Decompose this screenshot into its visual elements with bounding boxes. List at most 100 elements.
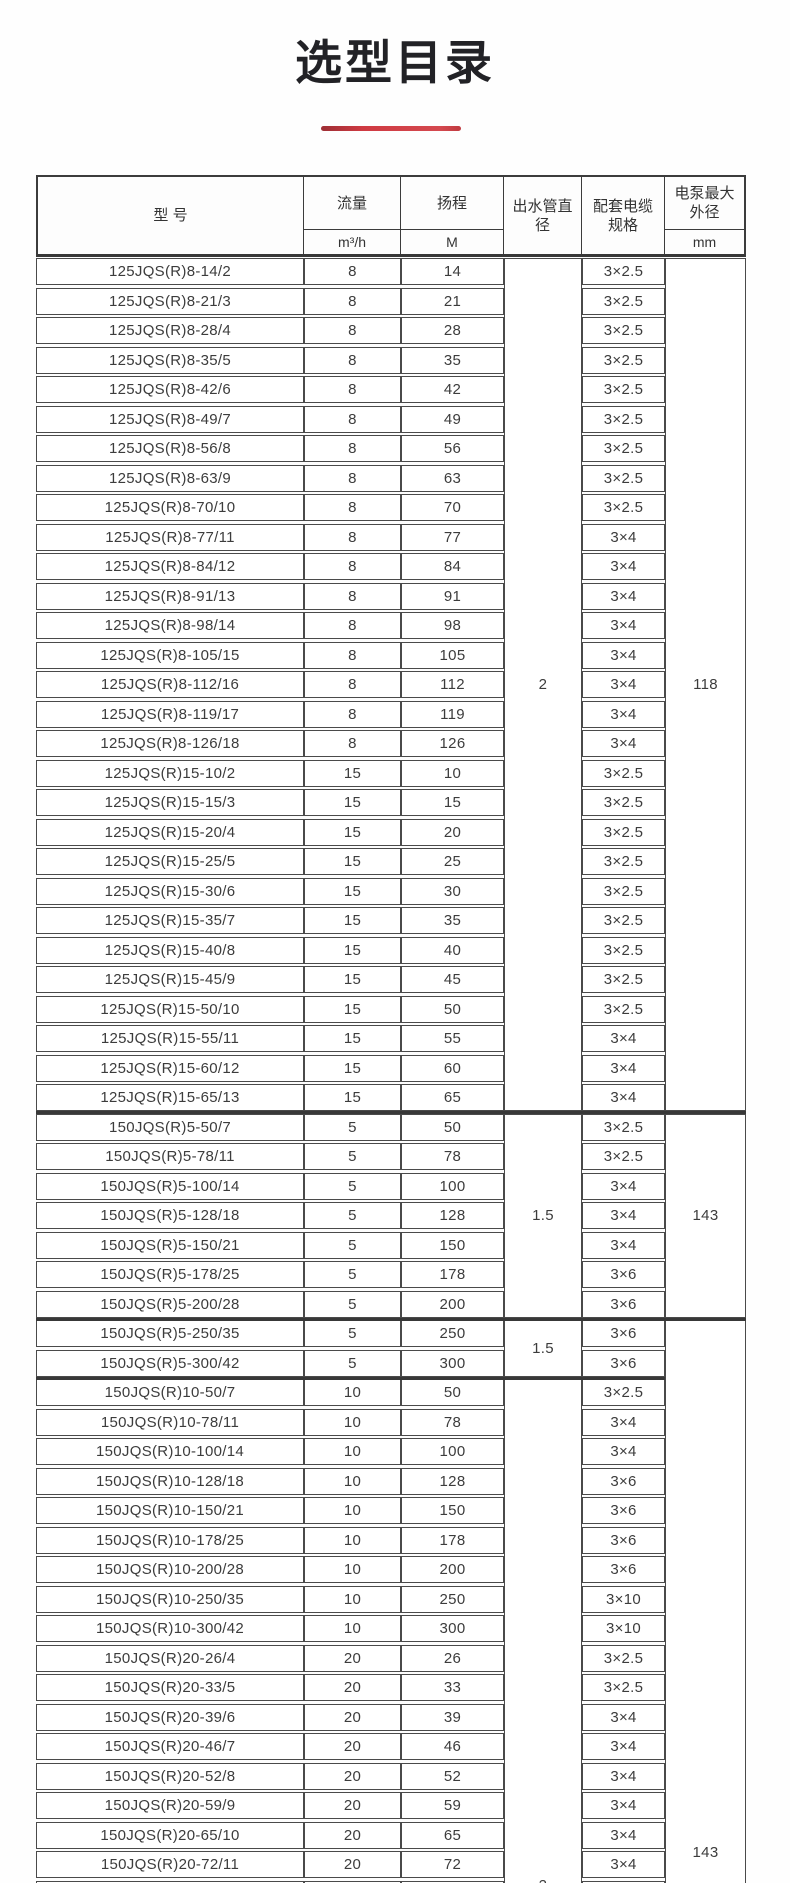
cable-cell: 3×4 xyxy=(582,1408,665,1438)
model-cell: 150JQS(R)10-78/11 xyxy=(36,1408,304,1438)
head-cell: 70 xyxy=(401,493,504,523)
model-cell: 125JQS(R)8-84/12 xyxy=(36,552,304,582)
header-od-unit: mm xyxy=(665,229,744,254)
flow-cell-value: 8 xyxy=(348,646,357,664)
cable-cell: 3×4 xyxy=(582,1231,665,1261)
flow-cell-value: 15 xyxy=(343,794,362,812)
model-cell: 125JQS(R)8-28/4 xyxy=(36,316,304,346)
model-cell-value: 125JQS(R)15-60/12 xyxy=(100,1059,240,1077)
flow-cell: 5 xyxy=(304,1349,401,1379)
head-cell: 52 xyxy=(401,1762,504,1792)
model-cell-value: 125JQS(R)8-112/16 xyxy=(100,676,240,694)
flow-cell-value: 10 xyxy=(343,1502,362,1520)
cable-cell-value: 3×4 xyxy=(610,1236,637,1254)
head-cell: 15 xyxy=(401,788,504,818)
head-cell: 200 xyxy=(401,1290,504,1320)
cable-cell: 3×2.5 xyxy=(582,434,665,464)
head-cell: 100 xyxy=(401,1437,504,1467)
head-cell: 56 xyxy=(401,434,504,464)
head-cell: 300 xyxy=(401,1349,504,1379)
model-cell-value: 150JQS(R)5-50/7 xyxy=(108,1118,232,1136)
head-cell-value: 35 xyxy=(443,912,462,930)
flow-cell-value: 8 xyxy=(348,292,357,310)
cable-cell-value: 3×4 xyxy=(610,735,637,753)
head-cell-value: 200 xyxy=(439,1295,466,1313)
flow-cell: 20 xyxy=(304,1673,401,1703)
model-cell-value: 150JQS(R)10-200/28 xyxy=(96,1561,244,1579)
flow-cell: 5 xyxy=(304,1113,401,1143)
flow-cell: 8 xyxy=(304,641,401,671)
flow-cell: 8 xyxy=(304,257,401,287)
cable-cell: 3×6 xyxy=(582,1496,665,1526)
cable-cell: 3×2.5 xyxy=(582,936,665,966)
model-cell: 125JQS(R)8-56/8 xyxy=(36,434,304,464)
table-body: 125JQS(R)8-14/2 8 14 3×2.5 125JQS(R)8-21/3 8 2… xyxy=(36,257,746,1883)
cable-cell: 3×2.5 xyxy=(582,1113,665,1143)
cable-cell-value: 3×2.5 xyxy=(603,263,644,281)
model-cell-value: 125JQS(R)8-14/2 xyxy=(108,263,232,281)
cable-cell: 3×2.5 xyxy=(582,287,665,317)
head-cell-value: 100 xyxy=(439,1177,466,1195)
head-cell-value: 84 xyxy=(443,558,462,576)
flow-cell: 8 xyxy=(304,346,401,376)
cable-cell-value: 3×6 xyxy=(610,1295,637,1313)
flow-cell-value: 20 xyxy=(343,1679,362,1697)
cable-cell: 3×4 xyxy=(582,523,665,553)
model-cell-value: 150JQS(R)10-78/11 xyxy=(100,1413,240,1431)
model-cell-value: 125JQS(R)15-45/9 xyxy=(104,971,236,989)
head-cell-value: 21 xyxy=(443,292,462,310)
flow-cell: 10 xyxy=(304,1378,401,1408)
flow-cell-value: 15 xyxy=(343,941,362,959)
model-cell: 125JQS(R)15-45/9 xyxy=(36,965,304,995)
cable-cell: 3×10 xyxy=(582,1585,665,1615)
flow-cell: 20 xyxy=(304,1791,401,1821)
head-cell: 40 xyxy=(401,936,504,966)
cable-cell: 3×2.5 xyxy=(582,405,665,435)
flow-cell: 15 xyxy=(304,1054,401,1084)
head-cell-value: 112 xyxy=(440,676,465,694)
model-cell: 125JQS(R)8-14/2 xyxy=(36,257,304,287)
flow-cell-value: 10 xyxy=(343,1620,362,1638)
outlet-diameter-cell-value: 1.5 xyxy=(532,1207,554,1225)
cable-cell: 3×6 xyxy=(582,1555,665,1585)
model-cell-value: 150JQS(R)20-26/4 xyxy=(104,1649,236,1667)
cable-cell-value: 3×2.5 xyxy=(603,941,644,959)
model-cell: 150JQS(R)10-300/42 xyxy=(36,1614,304,1644)
model-cell: 150JQS(R)20-33/5 xyxy=(36,1673,304,1703)
cable-cell: 3×2.5 xyxy=(582,464,665,494)
partial-row-cell xyxy=(304,1880,401,1883)
cable-cell: 3×4 xyxy=(582,1732,665,1762)
head-cell: 300 xyxy=(401,1614,504,1644)
model-cell: 150JQS(R)10-250/35 xyxy=(36,1585,304,1615)
section-divider-line xyxy=(36,1111,746,1114)
head-cell: 77 xyxy=(401,523,504,553)
head-cell: 63 xyxy=(401,464,504,494)
flow-cell-value: 8 xyxy=(348,528,357,546)
model-cell-value: 125JQS(R)15-10/2 xyxy=(104,764,236,782)
flow-cell-value: 10 xyxy=(343,1384,362,1402)
head-cell-value: 250 xyxy=(439,1590,466,1608)
cable-cell: 3×6 xyxy=(582,1526,665,1556)
head-cell: 84 xyxy=(401,552,504,582)
model-cell: 125JQS(R)15-50/10 xyxy=(36,995,304,1025)
cable-cell-value: 3×6 xyxy=(610,1561,637,1579)
head-cell: 35 xyxy=(401,346,504,376)
flow-cell: 15 xyxy=(304,788,401,818)
head-cell: 65 xyxy=(401,1083,504,1113)
head-cell-value: 15 xyxy=(443,794,462,812)
cable-cell-value: 3×2.5 xyxy=(603,971,644,989)
flow-cell: 20 xyxy=(304,1850,401,1880)
cable-cell-value: 3×4 xyxy=(610,587,637,605)
selection-table: 型 号 流量 扬程 出水管直径 配套电缆规格 电泵最大外径 m³/h M mm … xyxy=(36,175,746,1883)
head-cell-value: 150 xyxy=(439,1236,466,1254)
cable-cell-value: 3×4 xyxy=(610,617,637,635)
model-cell: 150JQS(R)20-72/11 xyxy=(36,1850,304,1880)
head-cell: 50 xyxy=(401,995,504,1025)
flow-cell-value: 5 xyxy=(348,1148,357,1166)
head-cell-value: 50 xyxy=(443,1118,462,1136)
cable-cell: 3×2.5 xyxy=(582,788,665,818)
flow-cell-value: 20 xyxy=(343,1826,362,1844)
flow-cell-value: 8 xyxy=(348,617,357,635)
head-cell-value: 65 xyxy=(443,1826,462,1844)
model-cell-value: 125JQS(R)8-98/14 xyxy=(104,617,236,635)
